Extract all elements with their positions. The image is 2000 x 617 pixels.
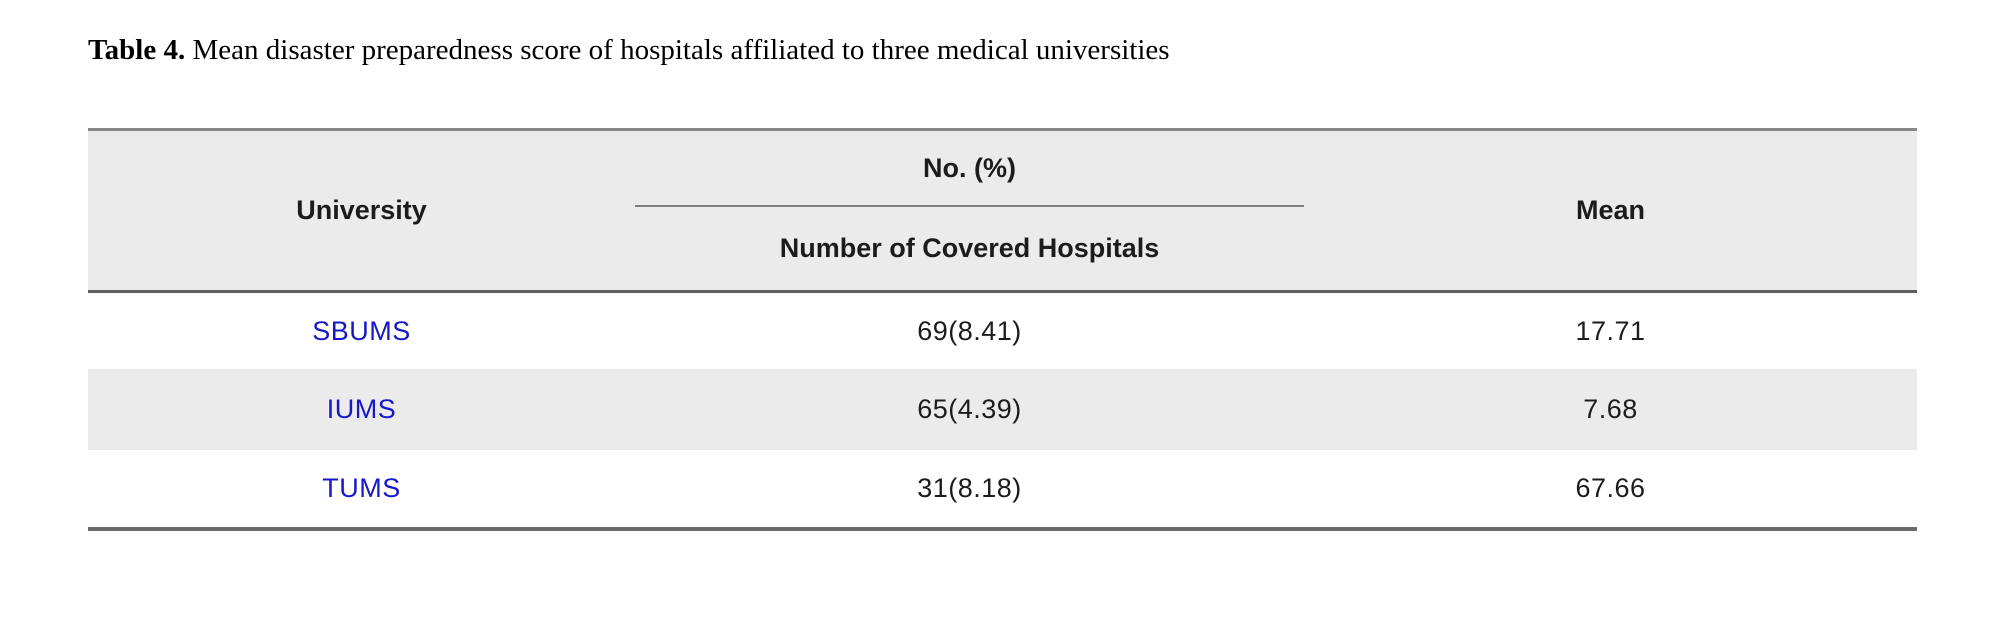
header-cell-mean: Mean — [1304, 131, 1917, 290]
header-cell-no-pct-group: No. (%) Number of Covered Hospitals — [635, 131, 1304, 290]
caption-text: Mean disaster preparedness score of hosp… — [185, 34, 1170, 66]
no-pct-label: No. (%) — [923, 152, 1016, 183]
covered-hospitals-value: 65(4.39) — [917, 394, 1022, 424]
covered-hospitals-value: 69(8.41) — [917, 315, 1022, 346]
header-subcell-covered-hospitals: Number of Covered Hospitals — [635, 207, 1304, 290]
university-cell: SBUMS — [88, 293, 635, 369]
header-group-divider — [635, 205, 1304, 207]
university-cell: TUMS — [88, 450, 635, 527]
mean-value: 17.71 — [1575, 315, 1646, 346]
table-caption: Table 4. Mean disaster preparedness scor… — [88, 34, 1170, 67]
university-cell: IUMS — [88, 369, 635, 450]
covered-hospitals-cell: 69(8.41) — [635, 293, 1304, 369]
data-table: University No. (%) Number of Covered Hos… — [88, 128, 1917, 531]
table-row: SBUMS 69(8.41) 17.71 — [88, 293, 1917, 369]
table-row: TUMS 31(8.18) 67.66 — [88, 450, 1917, 527]
mean-value: 7.68 — [1583, 394, 1638, 424]
covered-hospitals-label: Number of Covered Hospitals — [779, 233, 1160, 263]
header-mean-label: Mean — [1575, 195, 1646, 225]
university-name: SBUMS — [312, 315, 411, 346]
university-name: IUMS — [326, 394, 397, 424]
covered-hospitals-cell: 31(8.18) — [635, 450, 1304, 527]
table-header-row: University No. (%) Number of Covered Hos… — [88, 131, 1917, 293]
caption-label: Table 4. — [88, 34, 186, 66]
covered-hospitals-cell: 65(4.39) — [635, 369, 1304, 450]
header-cell-university: University — [88, 131, 635, 290]
mean-cell: 7.68 — [1304, 369, 1917, 450]
header-group-label: No. (%) — [635, 131, 1304, 205]
table-row: IUMS 65(4.39) 7.68 — [88, 369, 1917, 450]
mean-cell: 17.71 — [1304, 293, 1917, 369]
header-university-label: University — [296, 195, 427, 225]
mean-cell: 67.66 — [1304, 450, 1917, 527]
university-name: TUMS — [322, 473, 401, 503]
covered-hospitals-value: 31(8.18) — [917, 473, 1022, 503]
mean-value: 67.66 — [1575, 473, 1646, 503]
